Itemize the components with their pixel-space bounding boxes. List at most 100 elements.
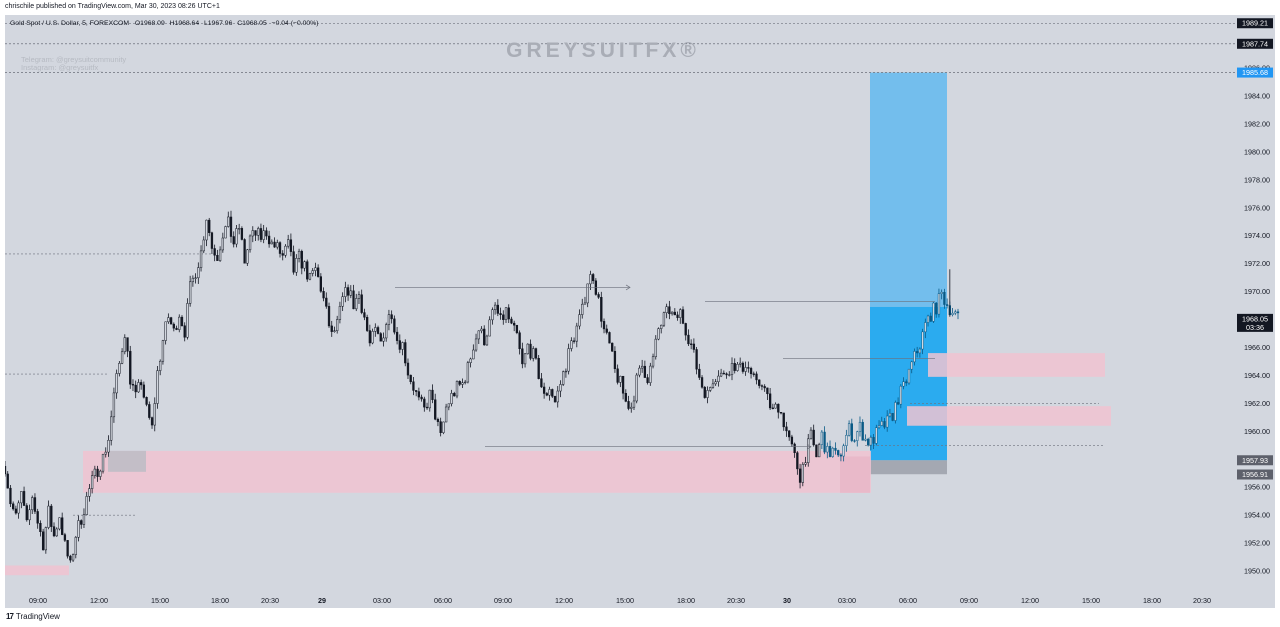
candle-body <box>434 399 437 420</box>
candle-body <box>306 261 309 280</box>
candle-body <box>390 314 393 320</box>
price-axis-background[interactable] <box>1243 15 1275 608</box>
candle-body <box>891 412 894 421</box>
candle-body <box>180 316 184 326</box>
candle-body <box>52 526 56 537</box>
target-price-tag: 1985.68 <box>1242 68 1268 77</box>
candle-body <box>477 330 480 340</box>
candle-body <box>112 392 116 418</box>
candle-body <box>589 274 592 285</box>
candle-body <box>466 362 470 383</box>
candle-body <box>82 514 86 525</box>
price-tick-label: 1980.00 <box>1244 147 1270 156</box>
candle-body <box>711 383 715 388</box>
time-tick-label: 30 <box>783 596 791 605</box>
price-tick-label: 1972.00 <box>1244 259 1270 268</box>
candle-body <box>183 325 186 338</box>
time-tick-label: 03:00 <box>838 596 856 605</box>
candle-body <box>777 403 780 413</box>
candle-body <box>464 381 467 384</box>
candle-body <box>450 393 453 405</box>
candle-body <box>224 226 227 239</box>
candle-body <box>747 367 750 369</box>
candle-body <box>58 517 61 530</box>
candle-body <box>213 248 216 256</box>
candle-body <box>537 357 540 379</box>
candle-body <box>635 374 638 402</box>
candle-body <box>344 287 347 297</box>
candle-body <box>368 330 372 344</box>
candle-body <box>510 318 513 324</box>
candle-body <box>387 314 391 325</box>
footer[interactable]: 17 TradingView <box>6 612 60 621</box>
candle-body <box>613 350 617 370</box>
candle-body <box>357 294 361 299</box>
candle-body <box>837 450 840 456</box>
candle-body <box>360 294 363 313</box>
candle-body <box>161 340 165 362</box>
candle-body <box>227 216 230 227</box>
candle-body <box>276 242 279 248</box>
level-1987-tag: 1987.74 <box>1242 39 1268 48</box>
candle-body <box>916 351 919 354</box>
candle-body <box>202 239 205 252</box>
time-tick-label: 20:30 <box>1193 596 1211 605</box>
candle-body <box>90 475 94 489</box>
candle-body <box>488 319 491 337</box>
candle-body <box>322 291 325 299</box>
candle-body <box>583 302 587 305</box>
price-chart[interactable]: 1950.00 1952.00 1954.00 1956.00 1960.00 1962.… <box>5 15 1275 608</box>
footer-brand: TradingView <box>15 612 60 621</box>
candle-body <box>676 314 679 318</box>
candle-body <box>562 371 565 385</box>
candle-body <box>330 325 333 332</box>
candle-body <box>591 274 595 282</box>
candle-body <box>801 464 804 483</box>
candle-body <box>461 382 464 385</box>
candle-body <box>218 249 222 261</box>
candle-body <box>529 343 532 359</box>
price-tick-label: 1954.00 <box>1244 511 1270 520</box>
candle-body <box>850 423 853 441</box>
candle-body <box>608 332 611 344</box>
candle-body <box>640 365 644 369</box>
candle-body <box>651 356 655 367</box>
candle-body <box>548 389 551 396</box>
price-tick-label: 1970.00 <box>1244 287 1270 296</box>
candle-body <box>556 390 559 403</box>
candle-body <box>194 277 197 279</box>
candle-body <box>284 245 287 256</box>
candle-body <box>921 331 924 350</box>
candle-body <box>123 337 126 353</box>
candle-body <box>303 261 306 269</box>
candle-body <box>945 304 949 306</box>
candle-body <box>684 323 687 336</box>
candle-body <box>624 392 627 402</box>
candle-body <box>278 242 282 254</box>
symbol-legend: Gold Spot / U.S. Dollar, 5, FOREXCOM O19… <box>10 20 318 27</box>
time-tick-label: 15:00 <box>1082 596 1100 605</box>
candle-body <box>9 487 12 505</box>
watermark-brand: GREYSUITFX® <box>506 39 700 62</box>
candlestick-series <box>5 210 960 563</box>
candle-body <box>553 396 557 403</box>
candle-body <box>534 348 538 359</box>
candle-body <box>662 312 666 326</box>
candle-body <box>145 397 148 405</box>
candle-body <box>717 375 720 382</box>
countdown-label: 03:36 <box>1246 323 1264 332</box>
candle-body <box>665 306 668 313</box>
candle-body <box>616 368 619 383</box>
candle-body <box>99 470 102 477</box>
candle-body <box>371 331 374 344</box>
candle-body <box>752 373 755 375</box>
candle-body <box>570 340 573 349</box>
candle-body <box>254 230 257 236</box>
candle-body <box>311 270 314 274</box>
time-axis-background[interactable] <box>5 592 1243 608</box>
candle-body <box>341 296 344 307</box>
candle-body <box>954 311 957 314</box>
candle-body <box>199 250 203 268</box>
candle-body <box>14 508 18 514</box>
